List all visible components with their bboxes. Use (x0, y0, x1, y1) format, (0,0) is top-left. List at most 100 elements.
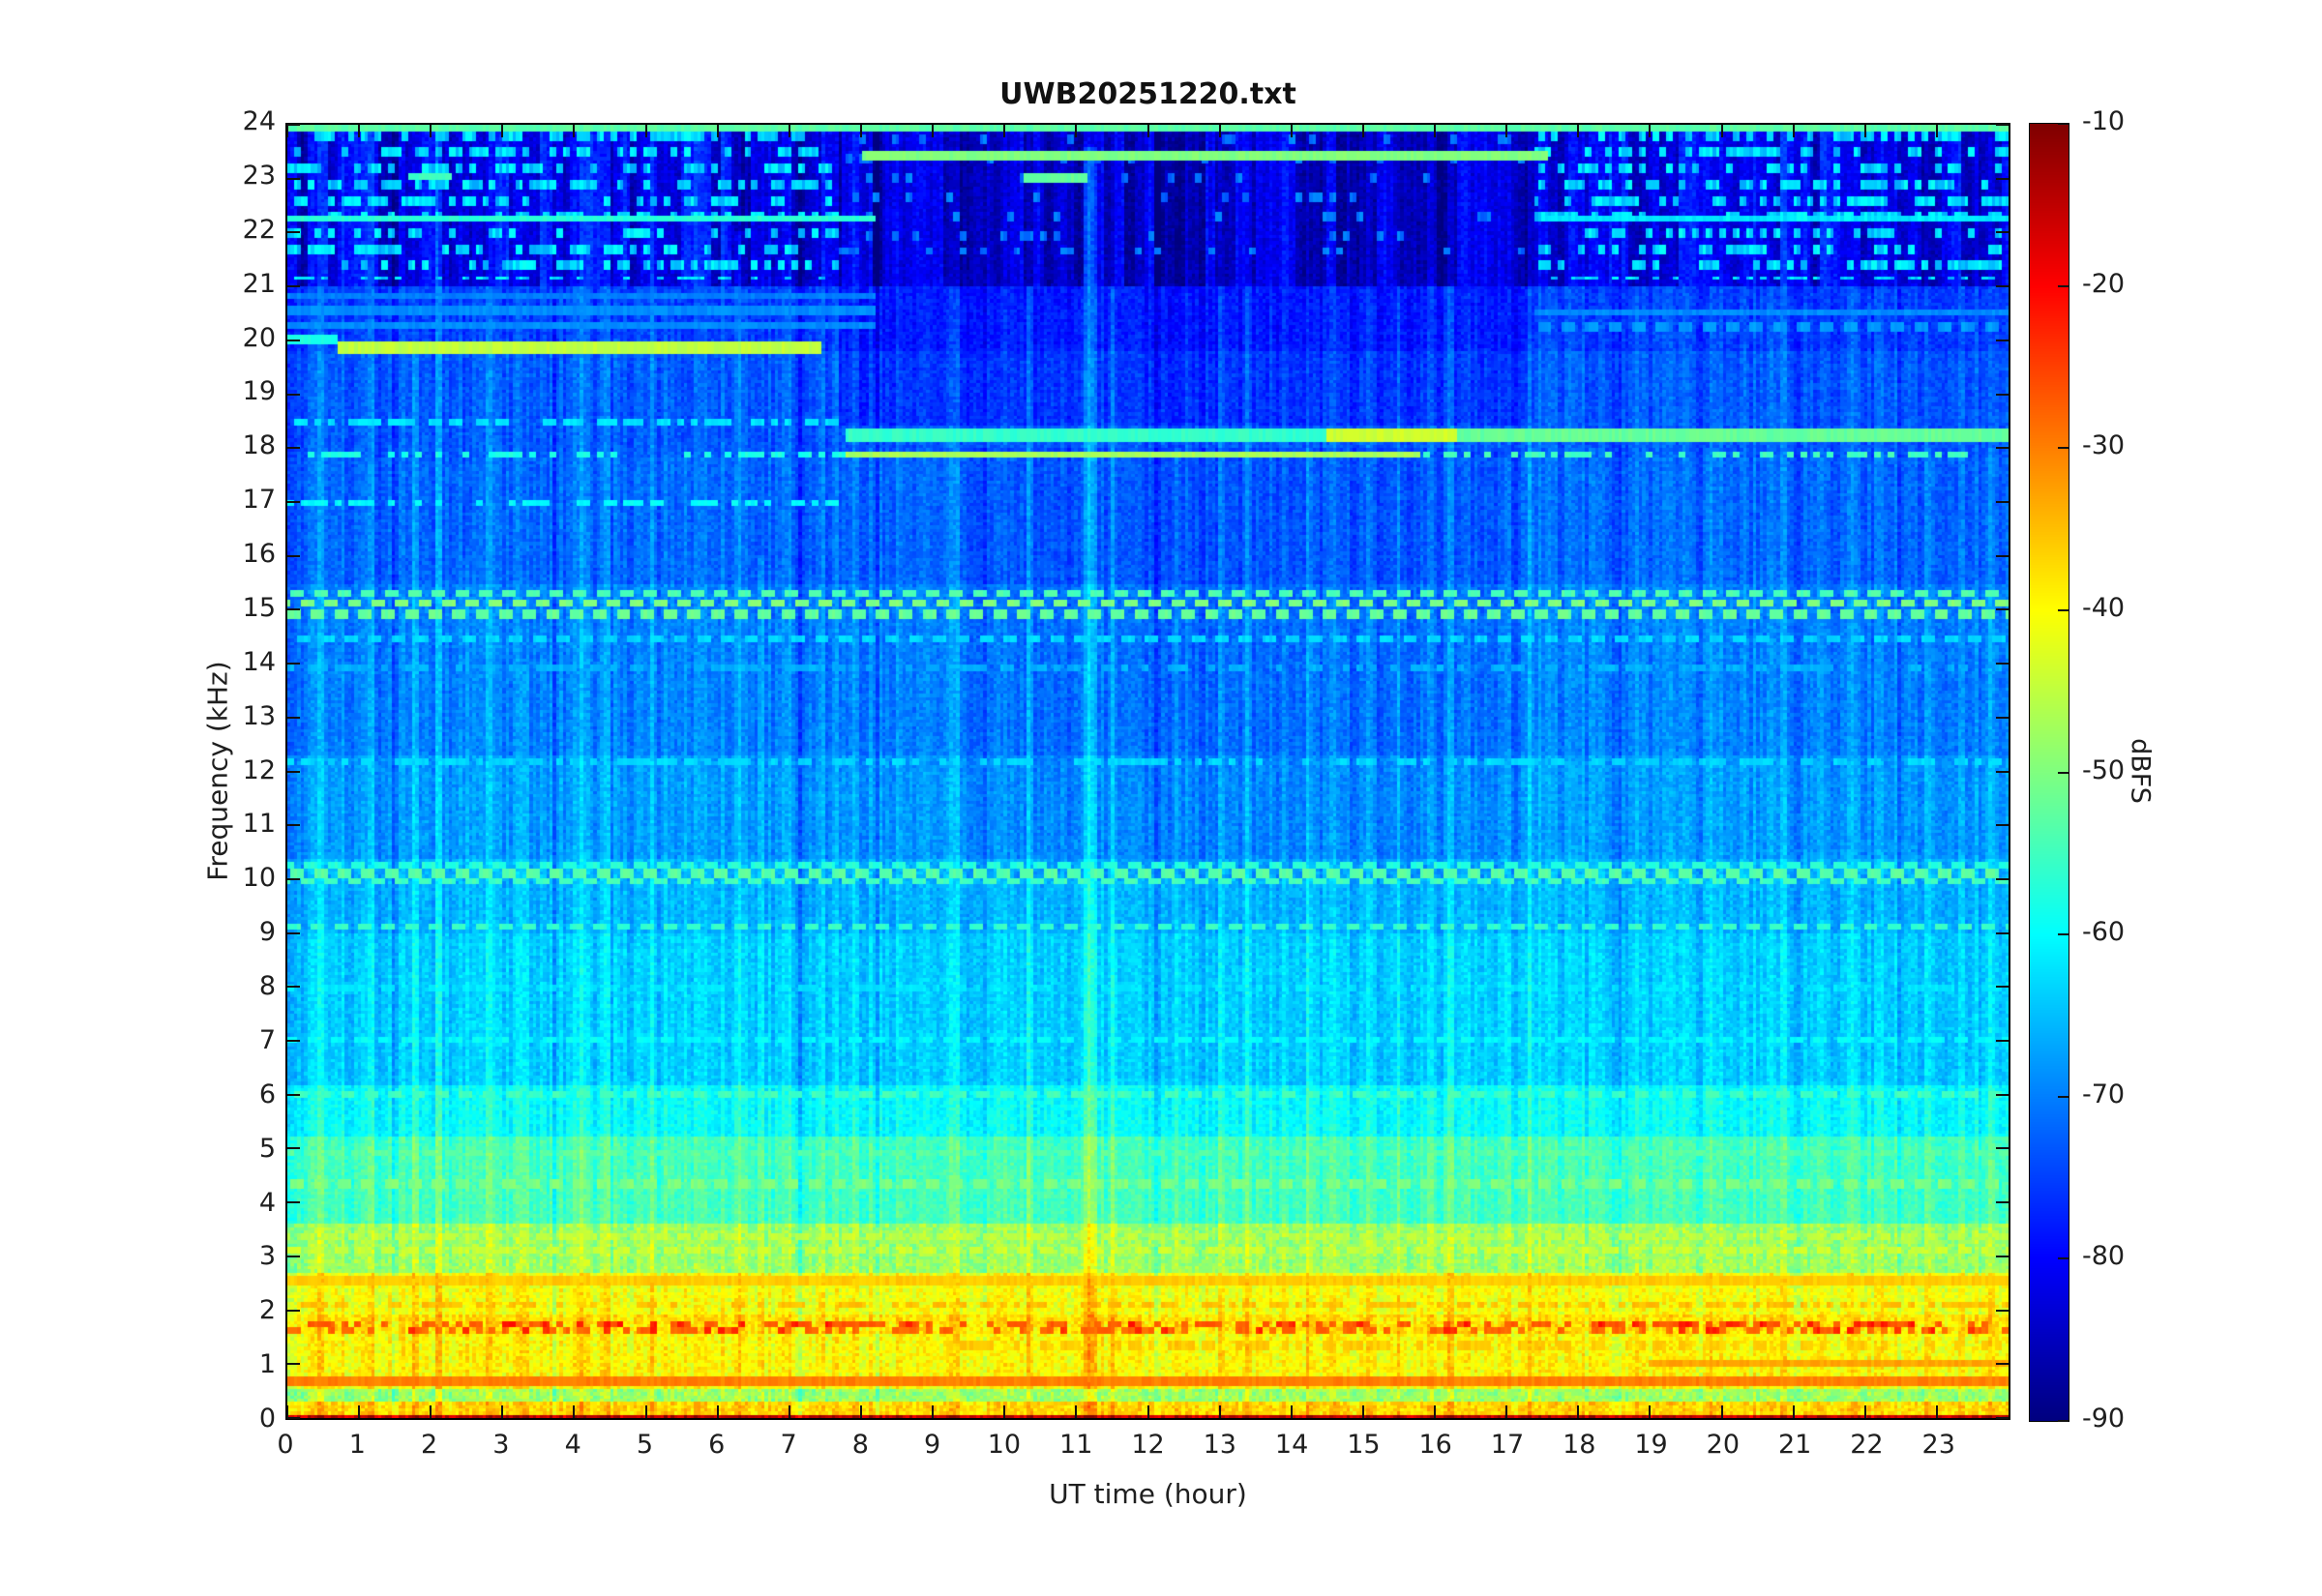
x-tick-mark-top (788, 125, 790, 137)
y-tick-mark-right (1996, 177, 2009, 180)
y-tick-label: 20 (242, 322, 276, 353)
x-tick-mark-top (1433, 125, 1436, 137)
y-tick-mark-left (287, 177, 300, 180)
x-tick-mark-bottom (1003, 1405, 1006, 1418)
y-tick-mark-right (1996, 608, 2009, 611)
y-tick-mark-left (287, 986, 300, 989)
colorbar-tick-mark (2058, 933, 2069, 936)
x-tick-label: 9 (924, 1430, 941, 1460)
y-tick-mark-right (1996, 1417, 2009, 1419)
y-tick-mark-right (1996, 285, 2009, 288)
figure-title: UWB20251220.txt (999, 77, 1296, 111)
x-tick-mark-top (716, 125, 719, 137)
y-tick-label: 7 (258, 1024, 276, 1055)
x-tick-mark-bottom (859, 1405, 862, 1418)
x-tick-label: 6 (708, 1430, 726, 1460)
x-tick-mark-bottom (932, 1405, 935, 1418)
x-tick-label: 0 (277, 1430, 294, 1460)
y-tick-mark-left (287, 1147, 300, 1150)
x-tick-label: 14 (1274, 1430, 1309, 1460)
y-tick-mark-left (287, 339, 300, 341)
y-tick-mark-left (287, 500, 300, 503)
x-tick-mark-bottom (573, 1405, 576, 1418)
y-tick-mark-left (287, 663, 300, 665)
x-tick-mark-bottom (430, 1405, 432, 1418)
y-tick-mark-right (1996, 339, 2009, 341)
x-tick-label: 12 (1131, 1430, 1165, 1460)
x-tick-mark-bottom (644, 1405, 647, 1418)
y-tick-label: 6 (258, 1079, 276, 1109)
x-tick-label: 4 (564, 1430, 581, 1460)
x-tick-mark-top (1649, 125, 1652, 137)
y-tick-mark-right (1996, 1201, 2009, 1204)
spectrogram-heatmap-canvas (287, 125, 2009, 1418)
x-tick-label: 13 (1203, 1430, 1236, 1460)
plot-area (285, 123, 2010, 1420)
x-tick-mark-bottom (1146, 1405, 1149, 1418)
x-tick-mark-top (1792, 125, 1795, 137)
y-tick-mark-right (1996, 1309, 2009, 1312)
y-tick-label: 9 (258, 917, 276, 948)
x-tick-mark-top (1505, 125, 1508, 137)
x-tick-label: 15 (1347, 1430, 1381, 1460)
y-tick-mark-left (287, 1093, 300, 1096)
y-tick-mark-left (287, 231, 300, 234)
y-tick-mark-left (287, 1363, 300, 1366)
x-tick-label: 7 (780, 1430, 797, 1460)
x-tick-mark-bottom (1649, 1405, 1652, 1418)
x-tick-label: 11 (1059, 1430, 1093, 1460)
y-tick-label: 15 (242, 592, 276, 623)
x-tick-mark-top (1935, 125, 1938, 137)
y-tick-label: 12 (242, 754, 276, 785)
x-tick-mark-bottom (1433, 1405, 1436, 1418)
y-tick-mark-left (287, 554, 300, 557)
y-tick-label: 10 (242, 863, 276, 894)
x-tick-mark-bottom (286, 1405, 288, 1418)
colorbar-tick-mark (2058, 1095, 2069, 1098)
y-tick-mark-left (287, 1417, 300, 1419)
x-tick-mark-top (1290, 125, 1293, 137)
y-tick-label: 0 (258, 1404, 276, 1433)
x-tick-label: 23 (1921, 1430, 1955, 1460)
x-tick-mark-bottom (716, 1405, 719, 1418)
y-tick-mark-right (1996, 716, 2009, 719)
y-tick-mark-right (1996, 986, 2009, 989)
y-tick-mark-right (1996, 1040, 2009, 1043)
y-tick-mark-left (287, 608, 300, 611)
y-tick-mark-right (1996, 824, 2009, 827)
x-tick-label: 18 (1563, 1430, 1596, 1460)
y-tick-mark-right (1996, 1363, 2009, 1366)
x-tick-mark-top (644, 125, 647, 137)
x-tick-mark-bottom (1218, 1405, 1221, 1418)
colorbar-tick-mark (2058, 771, 2069, 774)
x-tick-mark-top (1577, 125, 1580, 137)
y-tick-mark-left (287, 393, 300, 396)
x-tick-label: 2 (420, 1430, 438, 1460)
y-tick-label: 17 (242, 485, 276, 516)
y-tick-label: 2 (258, 1295, 276, 1326)
x-tick-label: 21 (1777, 1430, 1812, 1460)
x-tick-label: 10 (987, 1430, 1022, 1460)
y-tick-mark-left (287, 716, 300, 719)
colorbar-tick-mark (2058, 284, 2069, 287)
x-tick-label: 22 (1850, 1430, 1884, 1460)
x-tick-label: 1 (348, 1430, 366, 1460)
y-tick-label: 1 (258, 1349, 276, 1380)
x-tick-mark-bottom (1075, 1405, 1078, 1418)
x-tick-label: 16 (1418, 1430, 1452, 1460)
y-tick-mark-left (287, 877, 300, 880)
y-tick-mark-left (287, 1040, 300, 1043)
y-tick-label: 13 (242, 700, 276, 731)
y-tick-mark-right (1996, 1255, 2009, 1257)
y-tick-label: 5 (258, 1133, 276, 1164)
colorbar-label: dBFS (2125, 738, 2156, 804)
y-tick-label: 24 (242, 106, 276, 136)
colorbar-tick-mark (2058, 123, 2069, 125)
y-tick-mark-right (1996, 1093, 2009, 1096)
y-tick-label: 11 (242, 809, 276, 840)
y-tick-label: 22 (242, 214, 276, 245)
colorbar-tick-mark (2058, 1257, 2069, 1260)
y-tick-mark-left (287, 1255, 300, 1257)
y-tick-mark-right (1996, 447, 2009, 450)
